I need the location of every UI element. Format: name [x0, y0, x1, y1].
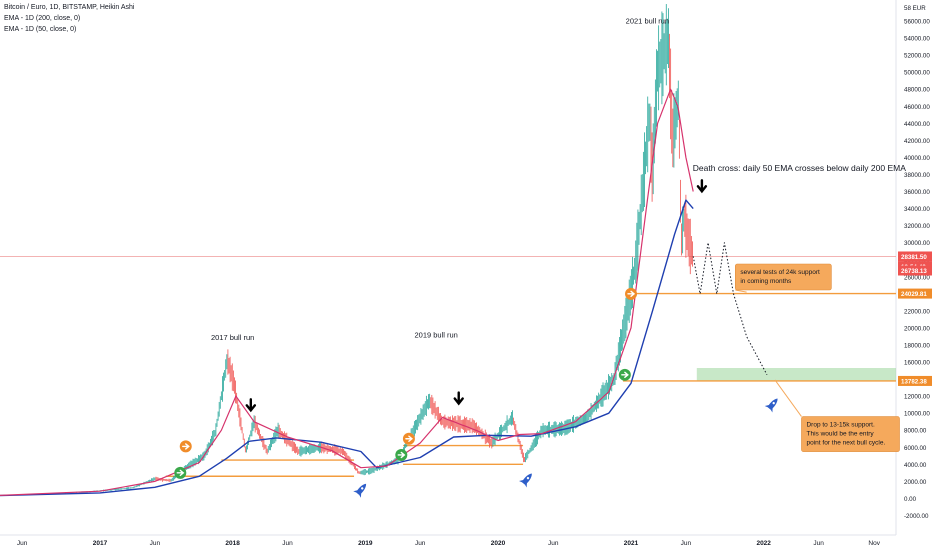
x-tick-label: Jun [813, 540, 824, 547]
y-tick-label: 32000.00 [904, 223, 930, 230]
down-arrow-icon [245, 398, 257, 413]
x-tick-label: 2022 [756, 540, 771, 547]
price-label-box [898, 375, 932, 386]
x-tick-label: 2019 [358, 540, 373, 547]
price-label-box [898, 265, 932, 276]
x-tick-label: 2018 [225, 540, 240, 547]
callout-pointer [774, 379, 802, 417]
y-tick-label: 42000.00 [904, 138, 930, 145]
ema-50-legend[interactable]: EMA - 1D (50, close, 0) [4, 26, 77, 33]
arrow-glyph [621, 371, 629, 379]
y-tick-label: 38000.00 [904, 172, 930, 179]
projection-path [692, 242, 768, 376]
rocket-body [767, 398, 778, 410]
price-label: 26738.13 [901, 268, 927, 275]
y-tick-label: -2000.00 [904, 513, 929, 520]
y-tick-label: 40000.00 [904, 155, 930, 162]
callout-text: This would be the entry [806, 431, 874, 438]
x-tick-label: Nov [868, 540, 880, 547]
rocket-fins [519, 479, 527, 488]
y-tick-label: 2000.00 [904, 479, 927, 486]
y-tick-label: 18000.00 [904, 342, 930, 349]
x-tick-label: Jun [17, 540, 28, 547]
price-label: 24029.81 [901, 291, 927, 298]
annotation-death_cross: Death cross: daily 50 EMA crosses below … [693, 163, 906, 173]
arrow-glyph [627, 290, 636, 298]
rocket-icon [353, 483, 367, 498]
symbol-legend[interactable]: Bitcoin / Euro, 1D, BITSTAMP, Heikin Ash… [4, 4, 135, 11]
y-tick-label: 10000.00 [904, 411, 930, 418]
x-tick-label: 2017 [93, 540, 108, 547]
rocket-window [526, 476, 530, 480]
y-tick-label: 0.00 [904, 496, 917, 503]
price-label: 13782.38 [901, 378, 927, 385]
x-tick-label: 2021 [624, 540, 639, 547]
callout-drop_13_15k [801, 416, 900, 452]
rocket-fins [764, 404, 773, 413]
annotation-bull_2017: 2017 bull run [211, 333, 254, 342]
callout-pointer [735, 289, 747, 293]
y-tick-label: 52000.00 [904, 53, 930, 60]
callout-tests_24k [735, 263, 832, 291]
rocket-window [361, 487, 364, 490]
rocket-body [521, 473, 532, 485]
arrow-glyph [405, 435, 414, 442]
y-tick-label: 26000.00 [904, 274, 930, 281]
y-tick-label: 16000.00 [904, 360, 930, 367]
y-tick-label: 56000.00 [904, 19, 930, 26]
price-label-box [898, 251, 932, 262]
y-tick-label: 44000.00 [904, 121, 930, 128]
rocket-body [356, 483, 367, 496]
support-zone-13-15k [696, 368, 896, 381]
y-tick-label: 34000.00 [904, 206, 930, 213]
y-tick-label: 6000.00 [904, 445, 927, 452]
price-label: 28381.50 [901, 254, 927, 261]
y-tick-label: 46000.00 [904, 104, 930, 111]
y-tick-label: 36000.00 [904, 189, 930, 196]
down-arrow-icon [696, 179, 708, 194]
arrow-glyph [182, 443, 190, 450]
annotation-bull_2021: 2021 bull run [626, 17, 669, 26]
x-tick-label: 2020 [491, 540, 506, 547]
y-tick-label: 54000.00 [904, 36, 930, 43]
rocket-fins [353, 490, 362, 498]
rocket-icon [764, 398, 778, 413]
x-tick-label: Jun [150, 540, 161, 547]
callout-text: several tests of 24k support [740, 269, 820, 276]
y-tick-label: 48000.00 [904, 87, 930, 94]
rocket-icon [519, 473, 532, 488]
ema-200-line [0, 199, 694, 497]
callout-text: in coming months [740, 278, 792, 285]
y-tick-label: 20000.00 [904, 325, 930, 332]
price-label-box [898, 288, 932, 299]
y-tick-label: 8000.00 [904, 428, 927, 435]
x-tick-label: Jun [681, 540, 692, 547]
y-tick-label: 22000.00 [904, 308, 930, 315]
arrow-glyph [176, 469, 185, 477]
y-tick-label: 30000.00 [904, 240, 930, 247]
x-tick-label: Jun [282, 540, 293, 547]
ema-200-legend[interactable]: EMA - 1D (200, close, 0) [4, 15, 81, 22]
y-tick-label: 12000.00 [904, 394, 930, 401]
ema-50-line [0, 88, 694, 496]
rocket-window [772, 401, 775, 405]
arrow-glyph [397, 451, 406, 459]
currency-label: 58 EUR [904, 5, 926, 12]
x-tick-label: Jun [415, 540, 426, 547]
y-tick-label: 50000.00 [904, 70, 930, 77]
callout-text: Drop to 13-15k support. [806, 422, 874, 429]
callout-text: point for the next bull cycle. [806, 440, 885, 447]
y-tick-label: 4000.00 [904, 462, 927, 469]
x-tick-label: Jun [548, 540, 559, 547]
down-arrow-icon [453, 391, 464, 406]
annotation-bull_2019: 2019 bull run [414, 330, 457, 339]
